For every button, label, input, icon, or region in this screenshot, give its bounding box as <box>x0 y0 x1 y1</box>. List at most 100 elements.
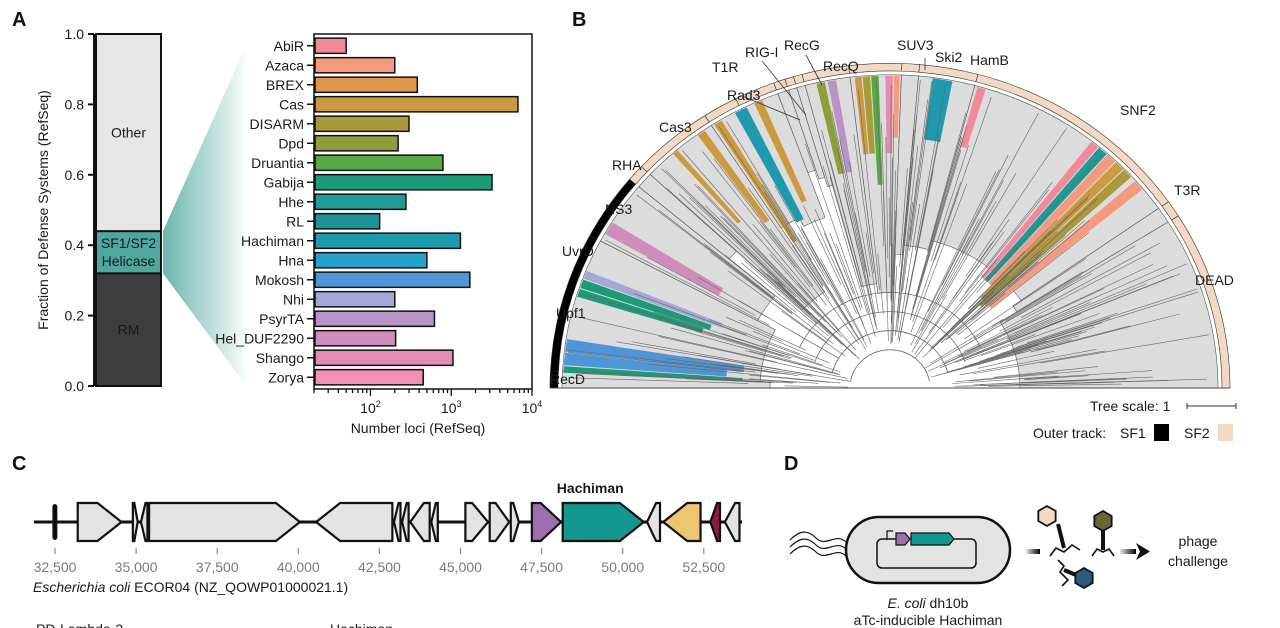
tree-branch <box>759 268 844 346</box>
highlighted-branch <box>563 366 743 382</box>
x-tick-exponent: 2 <box>376 399 381 409</box>
zoom-wedge-shape <box>163 48 245 384</box>
phage-tail <box>1063 568 1077 577</box>
organism-accession: ECOR04 (NZ_QOWP01000021.1) <box>130 579 348 595</box>
category-label: Zorya <box>268 369 304 385</box>
tree-branch <box>979 326 1095 362</box>
clade-label-cas3: Cas3 <box>659 119 692 135</box>
gene-arrow <box>392 501 402 543</box>
tree-branch <box>721 333 841 373</box>
category-label: Gabija <box>264 174 305 190</box>
clade-label-t3r: T3R <box>1174 182 1200 198</box>
highlighted-branch <box>980 141 1098 280</box>
tree-branch <box>704 245 767 294</box>
tree-branch <box>963 334 1036 362</box>
phage-legs <box>1057 559 1070 587</box>
y-tick-label: 0.2 <box>65 308 85 324</box>
tree-branch <box>962 301 1091 358</box>
highlighted-branch <box>854 76 869 155</box>
tree-branch <box>773 279 854 354</box>
phage-capsid-3 <box>1074 566 1094 590</box>
tree-branch <box>910 141 963 317</box>
tree-branch <box>951 375 1059 384</box>
segment-label: SF1/SF2 <box>101 235 156 251</box>
tree-branch <box>912 136 963 309</box>
tree-branch <box>957 232 1090 336</box>
gene-arrow <box>76 501 124 543</box>
tree-branch <box>959 189 1050 302</box>
clade-label-ns3: NS3 <box>605 201 632 217</box>
tree-branch <box>749 378 819 384</box>
clade-label-rig-i: RIG-I <box>745 44 778 60</box>
tree-branch <box>814 208 865 326</box>
outer-track-segment <box>1161 201 1179 221</box>
tree-branch <box>892 253 896 318</box>
tree-branch <box>907 178 918 252</box>
tree-branch <box>992 271 1084 327</box>
gene-arrow <box>661 501 702 543</box>
cutoff-label-mid: Hachiman <box>330 621 393 628</box>
gene-arrow <box>464 501 490 543</box>
outer-track-segment <box>793 74 805 85</box>
gene-arrow <box>723 501 741 543</box>
tree-branch <box>777 281 860 360</box>
highlighted-branch <box>924 78 953 143</box>
tree-branch <box>961 112 1039 255</box>
clade-label-snf2: SNF2 <box>1120 102 1156 118</box>
legend-swatch-sf1 <box>1154 424 1169 441</box>
highlighted-branch <box>605 222 724 296</box>
category-label: Nhi <box>283 291 304 307</box>
tree-branch <box>797 232 829 285</box>
tree-branch <box>957 380 1169 387</box>
category-label: AbiR <box>274 38 304 54</box>
phage-capsid-2 <box>1093 509 1113 533</box>
tree-branch <box>912 181 962 323</box>
tree-branch <box>890 243 894 344</box>
locus-tick-label: 42,500 <box>358 559 401 575</box>
tree-branch <box>930 144 969 262</box>
clade-label-rha: RHA <box>612 157 642 173</box>
tree-branch <box>910 183 968 333</box>
tree-branch <box>839 139 876 318</box>
tree-branch <box>695 330 791 360</box>
tree-branch <box>921 180 1004 331</box>
tree-branch <box>804 143 863 309</box>
tree-branch <box>964 181 1053 294</box>
tree-branch <box>848 161 871 277</box>
organism-label: Escherichia coli ECOR04 (NZ_QOWP01000021… <box>33 579 348 595</box>
tree-branch <box>632 341 757 365</box>
tree-branch <box>963 331 1088 368</box>
cutoff-label-left: PD-Lambda-3 <box>36 621 123 628</box>
tree-branch <box>725 255 797 313</box>
gene-arrow <box>645 501 662 543</box>
tree-branch <box>881 122 888 303</box>
tree-branch <box>1005 245 1136 322</box>
clade-label-ski2: Ski2 <box>935 49 962 65</box>
bar-hachiman <box>314 232 462 250</box>
tree-branch <box>769 228 814 286</box>
tree-branch <box>892 210 896 286</box>
tree-branch <box>1020 242 1160 318</box>
bar-druantia <box>314 154 444 172</box>
tree-branch <box>666 187 792 300</box>
tree-branch <box>854 212 872 296</box>
tree-branch <box>993 366 1098 378</box>
tree-branch <box>876 78 885 247</box>
tree-branch <box>957 288 1105 357</box>
flagellum <box>789 531 847 543</box>
hachiman-locus-map: Hachiman 32,500 35,000 37,500 40,000 42,500 45… <box>33 480 742 595</box>
tree-branch <box>689 197 784 287</box>
tree-branch <box>966 264 1153 353</box>
clade-sector <box>599 186 776 322</box>
clade-label-rad3: Rad3 <box>727 87 761 103</box>
tree-branch <box>646 256 756 316</box>
tree-branch <box>670 327 839 375</box>
tree-branch <box>909 149 962 320</box>
tree-branch <box>939 334 1022 369</box>
highlighted-branch <box>673 150 741 224</box>
tree-branch <box>930 318 1004 364</box>
y-tick-label: 1.0 <box>65 26 85 42</box>
tree-branch <box>683 356 813 377</box>
gene-hama-icon <box>895 532 911 546</box>
x-tick-exponent: 4 <box>537 399 542 409</box>
